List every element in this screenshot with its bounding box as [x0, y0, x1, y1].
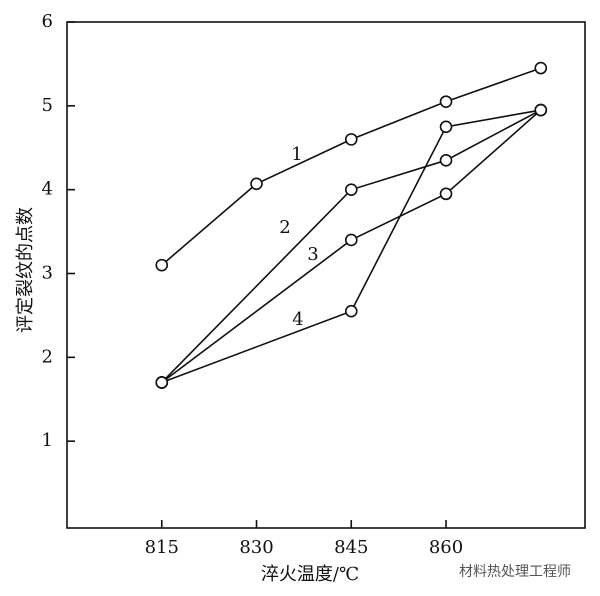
data-point [439, 154, 453, 167]
y-tick-label: 5 [42, 95, 53, 116]
data-point [439, 95, 453, 108]
series-label: 2 [279, 217, 290, 238]
watermark: 材料热处理工程师 [459, 564, 571, 580]
data-point [534, 61, 548, 75]
y-tick-label: 2 [42, 346, 53, 367]
data-point [439, 120, 453, 134]
data-point [155, 258, 169, 272]
y-axis-label: 评定裂纹的点数 [15, 207, 36, 333]
series-line [161, 109, 541, 384]
y-tick-label: 6 [42, 11, 53, 32]
data-point [344, 183, 358, 196]
series-label: 4 [292, 309, 303, 330]
x-tick-label: 845 [334, 537, 368, 558]
data-point [439, 187, 453, 201]
plot-frame [66, 21, 586, 529]
x-tick-label: 860 [429, 537, 463, 558]
data-point [155, 376, 169, 389]
y-tick-label: 4 [42, 179, 53, 200]
data-point [534, 103, 548, 117]
series-line [161, 109, 542, 384]
series-label: 1 [291, 144, 302, 165]
y-tick-label: 3 [42, 263, 53, 284]
data-point [344, 304, 358, 318]
data-point [344, 133, 358, 146]
data-point [250, 177, 263, 191]
series-line [161, 109, 542, 384]
x-tick-label: 830 [239, 537, 273, 558]
x-tick-label: 815 [145, 537, 179, 558]
y-tick-label: 1 [42, 430, 53, 451]
x-axis-label: 淬火温度/℃ [261, 564, 359, 585]
data-point [344, 233, 358, 247]
series-label: 3 [307, 244, 318, 265]
